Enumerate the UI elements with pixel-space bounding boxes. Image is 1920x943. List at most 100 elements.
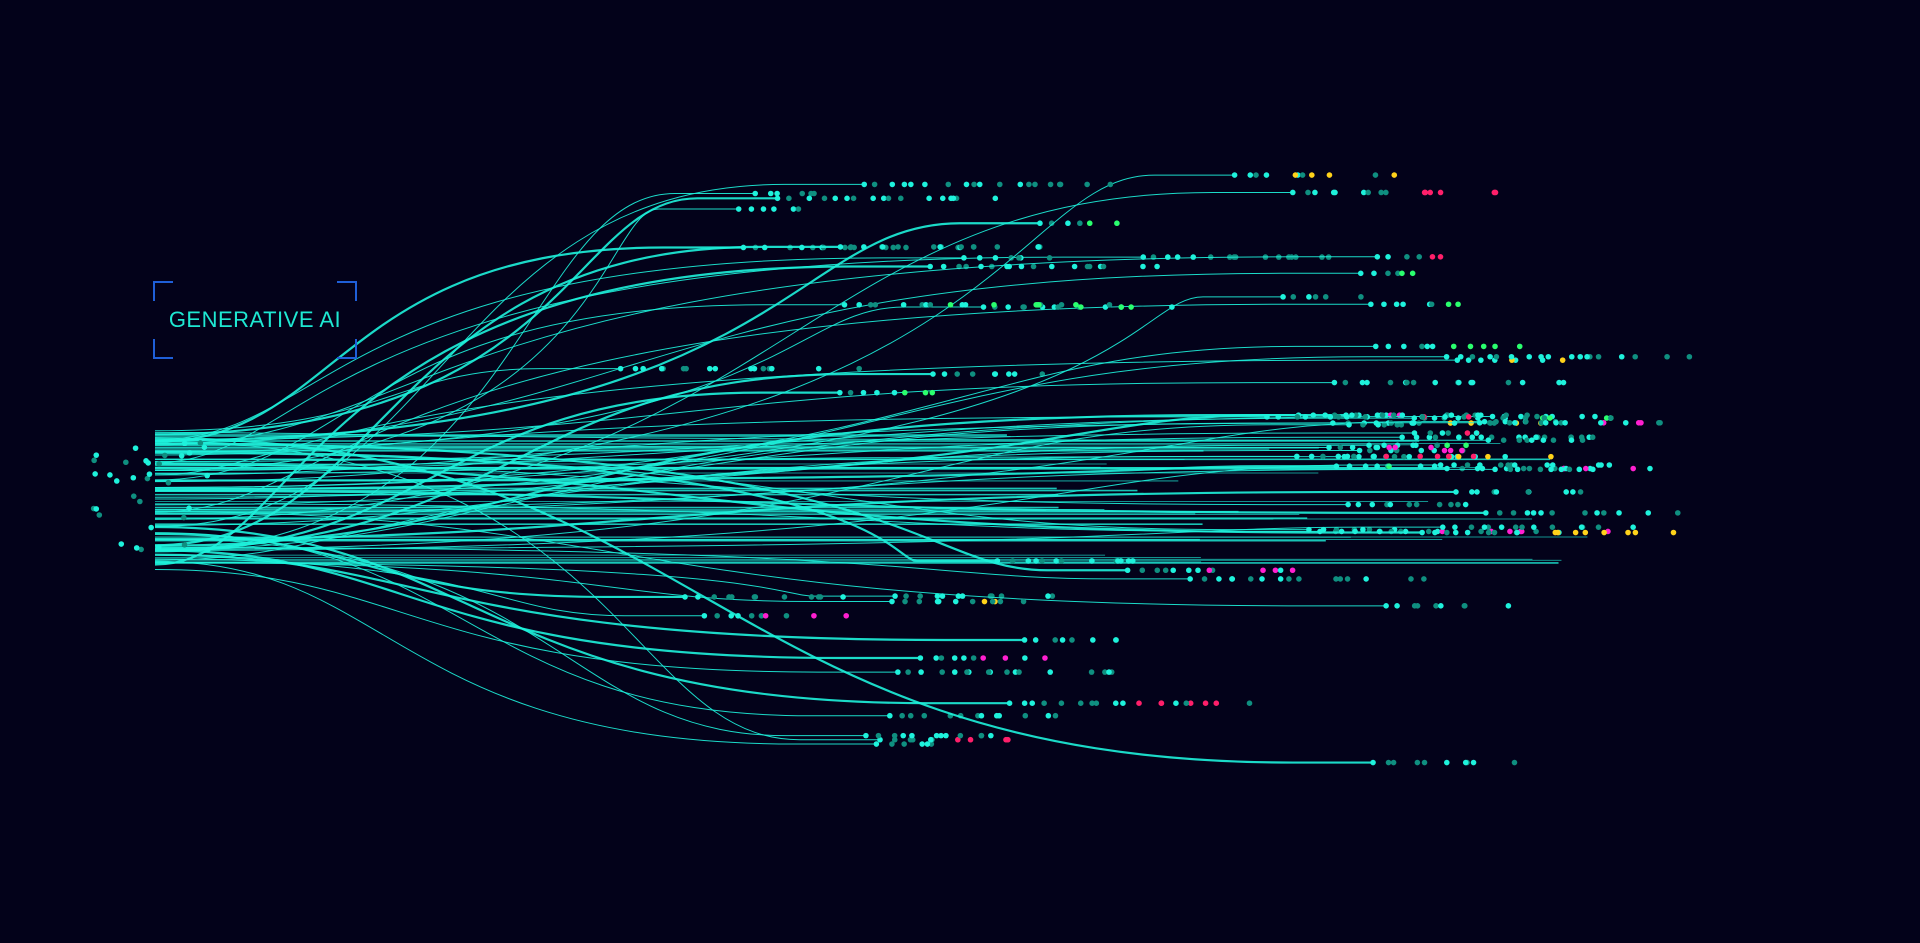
data-dot (1006, 371, 1012, 377)
data-dot (774, 195, 781, 202)
data-dot (934, 593, 941, 599)
data-dot (1368, 301, 1374, 308)
data-dot (1558, 466, 1565, 473)
data-dot (1129, 558, 1136, 564)
flow-curve (154, 303, 1371, 513)
data-dot (1582, 510, 1588, 516)
flow-curve (154, 465, 1337, 482)
data-dot (1453, 489, 1459, 495)
data-dot (91, 457, 97, 464)
data-dot (1436, 501, 1443, 508)
data-dot (1086, 263, 1093, 270)
data-dot (1584, 353, 1590, 360)
data-dot (1533, 528, 1539, 535)
data-dot (1113, 637, 1119, 643)
data-dot (901, 181, 908, 188)
data-dot (1413, 501, 1420, 508)
data-dot (821, 195, 828, 202)
data-dot (1246, 700, 1253, 706)
flow-curve (154, 417, 1415, 463)
data-dot (1395, 270, 1401, 277)
data-dot (1356, 453, 1362, 460)
data-dot (1277, 567, 1284, 574)
data-dot (1545, 353, 1552, 360)
data-dot (895, 669, 901, 675)
data-dot (1456, 434, 1462, 441)
data-dot (1434, 453, 1441, 460)
data-dot (1259, 576, 1265, 582)
data-dot (711, 594, 718, 600)
data-dot (951, 655, 958, 661)
data-dot (701, 612, 708, 619)
data-dot (1140, 263, 1146, 270)
data-dot (1418, 447, 1425, 454)
data-dot (1390, 412, 1397, 418)
data-dot (1510, 510, 1517, 516)
data-dot (752, 594, 759, 600)
data-dot (146, 471, 153, 477)
data-dot (1560, 379, 1567, 386)
data-dot (1462, 603, 1468, 609)
data-dot (783, 612, 790, 619)
data-dot (1645, 510, 1652, 516)
data-dot (1432, 434, 1439, 441)
data-dot (996, 712, 1003, 719)
data-dot (957, 732, 964, 739)
data-dot (1231, 172, 1238, 178)
data-dot (1441, 447, 1448, 454)
data-dot (1021, 700, 1028, 706)
data-dot (1216, 576, 1222, 582)
data-dot (1512, 419, 1518, 426)
data-dot (1568, 437, 1575, 444)
data-dot (1445, 453, 1452, 460)
data-dot (992, 371, 999, 377)
data-dot (905, 669, 911, 675)
data-dot (1391, 453, 1398, 460)
flow-curve (154, 306, 984, 453)
data-dot (1275, 414, 1282, 420)
data-dot (1469, 353, 1476, 360)
data-dot (1056, 181, 1063, 188)
flow-curve (154, 462, 1423, 534)
data-dot (1362, 463, 1369, 470)
data-dot (1342, 379, 1349, 386)
data-dot (1058, 700, 1065, 706)
data-dot (1514, 466, 1521, 473)
data-dot (1308, 453, 1315, 460)
data-dot (155, 544, 162, 551)
data-dot (760, 206, 767, 212)
data-dot (1456, 379, 1462, 386)
data-dot (952, 598, 959, 605)
flow-curve (154, 192, 756, 552)
data-dot (1530, 510, 1537, 516)
data-dot (1290, 294, 1297, 300)
data-dot (940, 263, 947, 270)
flow-curve (154, 437, 1374, 764)
data-dot (900, 732, 907, 739)
data-dot (987, 593, 994, 599)
data-dot (1432, 529, 1438, 536)
data-dot (1202, 700, 1209, 706)
data-dot (1128, 304, 1134, 310)
data-dot (1638, 419, 1644, 426)
data-dot (891, 732, 898, 739)
data-dot (1366, 442, 1372, 449)
data-dot (1118, 304, 1125, 310)
data-dot (1102, 669, 1108, 675)
data-dot (1427, 430, 1434, 436)
data-dot (1616, 510, 1622, 516)
data-dot (1552, 529, 1559, 536)
flow-curve (154, 569, 898, 673)
data-dot (1572, 529, 1579, 536)
data-dot (901, 741, 907, 747)
data-dot (165, 479, 172, 486)
data-dot (1537, 466, 1544, 473)
frame-corner (337, 281, 357, 301)
flow-curve (154, 538, 866, 737)
data-dot (1003, 736, 1009, 743)
data-dot (1601, 529, 1607, 536)
data-dot (961, 655, 967, 661)
flow-curve (154, 510, 1387, 607)
data-dot (916, 598, 923, 605)
data-dot (1528, 437, 1535, 444)
